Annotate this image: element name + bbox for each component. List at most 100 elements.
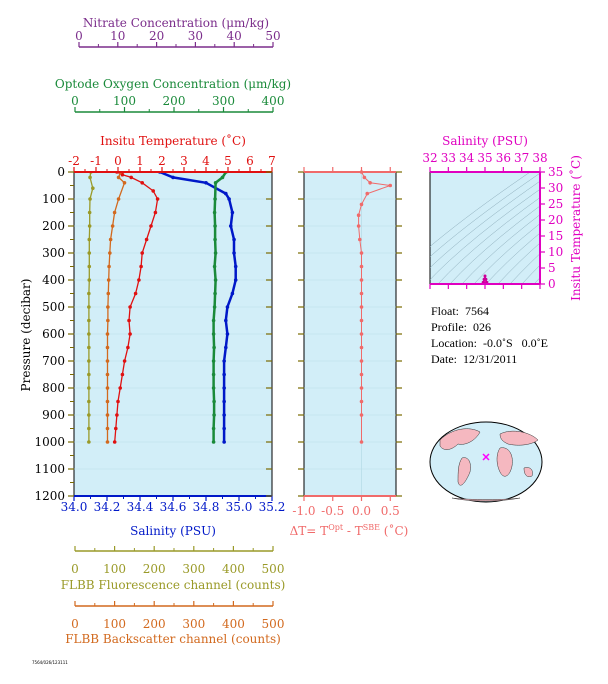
fluorescence-tick-label: 400 bbox=[222, 562, 245, 576]
fluorescence-tick-label: 500 bbox=[262, 562, 285, 576]
delta-point bbox=[359, 278, 364, 282]
backscatter-point bbox=[106, 318, 110, 323]
temperature-point bbox=[120, 172, 125, 177]
salinity-point bbox=[232, 237, 236, 242]
oxygen-point bbox=[213, 181, 218, 185]
salinity-point bbox=[222, 386, 226, 390]
temperature-tick-label: 4 bbox=[202, 154, 210, 168]
fluorescence-axis: 0 100 200 300 400 500 FLBB Fluorescence chann… bbox=[61, 546, 286, 592]
backscatter-point bbox=[105, 359, 110, 363]
temperature-point bbox=[120, 372, 125, 377]
ts-density-contour bbox=[521, 264, 540, 284]
delta-label-sup-opt: Opt bbox=[328, 523, 344, 532]
backscatter-point bbox=[106, 278, 111, 282]
backscatter-point bbox=[105, 332, 110, 336]
fluorescence-point bbox=[87, 332, 91, 336]
backscatter-point bbox=[108, 237, 113, 242]
nitrate-axis: Nitrate Concentration (μm/kg) 0 10 20 30 40 5… bbox=[75, 16, 281, 48]
nitrate-tick-label: 10 bbox=[110, 29, 125, 43]
oxygen-point bbox=[212, 305, 217, 309]
footer-id: 7564/026/123111 bbox=[32, 660, 68, 665]
delta-point bbox=[359, 202, 364, 207]
temperature-line bbox=[114, 172, 159, 443]
salinity-point bbox=[230, 291, 235, 296]
oxygen-point bbox=[212, 210, 217, 215]
fluorescence-point bbox=[87, 224, 92, 228]
salinity-point bbox=[224, 191, 228, 196]
ts-temperature-tick-label: 0 bbox=[548, 277, 556, 291]
delta-point bbox=[359, 386, 364, 390]
backscatter-tick-label: 500 bbox=[262, 617, 285, 631]
ts-temperature-tick-label: 15 bbox=[548, 229, 563, 243]
map-land-eurasia bbox=[499, 430, 539, 446]
delta-point bbox=[359, 413, 364, 417]
salinity-point bbox=[225, 332, 230, 336]
backscatter-point bbox=[110, 224, 115, 228]
ts-panel-background bbox=[429, 171, 541, 285]
salinity-tick-label: 35.2 bbox=[259, 500, 286, 514]
delta-point bbox=[357, 237, 362, 242]
backscatter-point bbox=[106, 305, 110, 309]
ts-salinity-tick-label: 34 bbox=[459, 151, 475, 165]
salinity-tick-label: 34.8 bbox=[193, 500, 220, 514]
salinity-point bbox=[233, 264, 238, 269]
salinity-tick-label: 34.4 bbox=[127, 500, 154, 514]
delta-tick-label: 0.5 bbox=[381, 504, 400, 518]
fluorescence-point bbox=[87, 372, 91, 377]
ts-density-contour bbox=[430, 172, 531, 247]
temperature-axis-label: Insitu Temperature (˚C) bbox=[100, 133, 246, 148]
temperature-point bbox=[116, 399, 120, 404]
oxygen-axis: Optode Oxygen Concentration (μm/kg) 0 100… bbox=[55, 77, 291, 113]
date: Date: 12/31/2011 bbox=[431, 352, 518, 366]
oxygen-point bbox=[213, 278, 218, 282]
delta-point bbox=[359, 332, 364, 336]
map-land-australia bbox=[523, 467, 533, 477]
fluorescence-point bbox=[87, 386, 91, 390]
temperature-tick-label: 5 bbox=[224, 154, 232, 168]
ts-density-contour bbox=[430, 172, 540, 258]
nitrate-tick-label: 30 bbox=[188, 29, 203, 43]
salinity-point bbox=[222, 426, 226, 431]
temperature-point bbox=[137, 278, 141, 282]
salinity-point bbox=[230, 210, 235, 215]
backscatter-point bbox=[108, 251, 112, 255]
salinity-axis-label: Salinity (PSU) bbox=[130, 524, 216, 538]
profile-number: Profile: 026 bbox=[431, 320, 491, 334]
ts-density-contour bbox=[509, 253, 540, 284]
temperature-point bbox=[128, 332, 132, 336]
backscatter-point bbox=[105, 426, 110, 431]
delta-point bbox=[359, 264, 364, 269]
backscatter-tick-label: 0 bbox=[71, 617, 79, 631]
temperature-tick-label: 3 bbox=[180, 154, 188, 168]
delta-tick-label: -1.0 bbox=[292, 504, 315, 518]
fluorescence-point bbox=[87, 399, 91, 404]
temperature-point bbox=[140, 181, 144, 185]
temperature-tick-label: 6 bbox=[246, 154, 254, 168]
ts-density-contour bbox=[497, 242, 540, 284]
backscatter-tick-label: 200 bbox=[143, 617, 166, 631]
map-float-location-marker bbox=[482, 453, 490, 461]
salinity-point bbox=[171, 175, 175, 180]
temperature-point bbox=[122, 359, 127, 363]
salinity-point bbox=[224, 318, 228, 323]
fluorescence-point bbox=[87, 413, 91, 417]
temperature-point bbox=[127, 318, 131, 323]
delta-point bbox=[359, 318, 364, 323]
ts-salinity-tick-label: 32 bbox=[422, 151, 437, 165]
fluorescence-axis-label: FLBB Fluorescence channel (counts) bbox=[61, 578, 286, 592]
ts-density-contour bbox=[473, 223, 540, 284]
ts-density-contour bbox=[430, 180, 540, 269]
fluorescence-point bbox=[87, 359, 91, 363]
ts-temperature-tick-label: 5 bbox=[548, 261, 556, 275]
fluorescence-tick-label: 0 bbox=[71, 562, 79, 576]
ts-temperature-tick-label: 30 bbox=[548, 181, 563, 195]
pressure-axis-label: Pressure (decibar) bbox=[19, 279, 33, 392]
oxygen-point bbox=[213, 251, 218, 255]
delta-label-prefix: ΔT= T bbox=[290, 524, 329, 538]
pressure-tick-label: 800 bbox=[42, 381, 65, 395]
salinity-tick-label: 34.2 bbox=[94, 500, 121, 514]
delta-axis-label: ΔT= TOpt - TSBE (˚C) bbox=[290, 523, 409, 538]
pressure-tick-label: 700 bbox=[42, 354, 65, 368]
delta-point bbox=[356, 224, 361, 228]
